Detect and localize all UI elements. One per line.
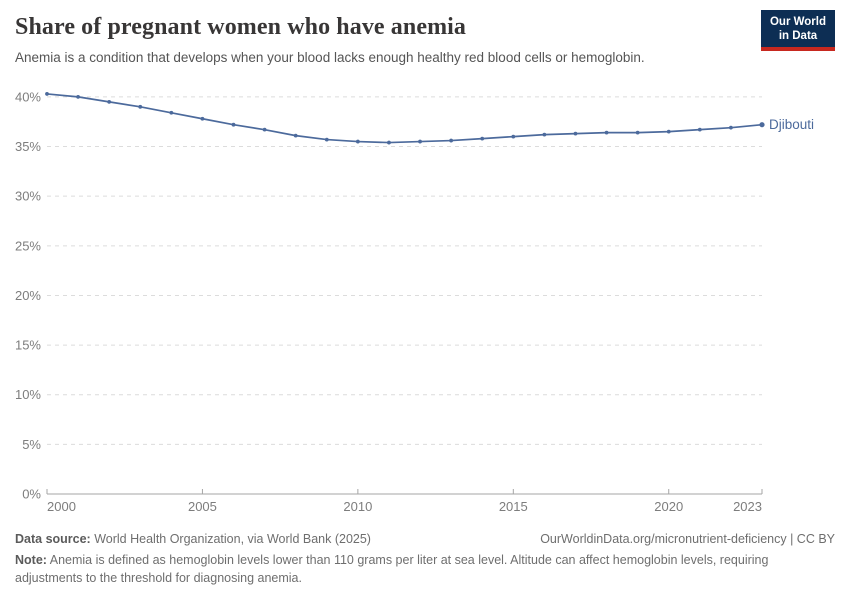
x-tick-label: 2020 (654, 499, 683, 514)
page-title: Share of pregnant women who have anemia (15, 14, 467, 40)
data-source: Data source: World Health Organization, … (15, 532, 371, 546)
data-point (542, 132, 547, 137)
x-tick-label: 2023 (733, 499, 762, 514)
y-tick-label: 5% (22, 437, 41, 452)
data-point (573, 131, 578, 136)
data-point (231, 122, 236, 127)
data-point (635, 130, 640, 135)
logo-line1: Our World (769, 16, 826, 28)
owid-citation-link[interactable]: OurWorldinData.org/micronutrient-deficie… (540, 532, 835, 546)
data-point (324, 137, 329, 142)
logo-line2: in Data (778, 30, 818, 42)
chart-footer: Data source: World Health Organization, … (15, 532, 835, 588)
y-tick-label: 0% (22, 487, 41, 502)
series-line[interactable] (46, 93, 763, 144)
data-point (449, 138, 454, 143)
owid-logo[interactable]: Our World in Data (761, 10, 835, 51)
data-point (76, 95, 80, 99)
data-point (200, 116, 205, 121)
data-point (418, 139, 422, 144)
data-point (729, 125, 733, 130)
data-point (511, 134, 516, 139)
data-point (387, 140, 391, 145)
y-tick-label: 40% (15, 89, 41, 104)
data-point (293, 133, 298, 138)
y-tick-label: 15% (15, 338, 41, 353)
chart-note: Note: Anemia is defined as hemoglobin le… (15, 552, 835, 588)
data-point (759, 122, 765, 128)
y-tick-label: 20% (15, 288, 41, 303)
data-point (604, 130, 609, 135)
data-point (169, 110, 174, 115)
y-tick-label: 10% (15, 387, 41, 402)
x-tick-label: 2000 (47, 499, 76, 514)
data-point (480, 136, 485, 141)
x-tick-label: 2015 (499, 499, 528, 514)
entity-label[interactable]: Djibouti (769, 117, 814, 132)
y-tick-label: 25% (15, 238, 41, 253)
chart-subtitle: Anemia is a condition that develops when… (15, 50, 645, 65)
y-tick-label: 35% (15, 139, 41, 154)
data-point (107, 99, 112, 104)
series-djibouti[interactable] (45, 92, 765, 145)
data-point (666, 129, 671, 134)
x-tick-label: 2005 (188, 499, 217, 514)
chart-header: Share of pregnant women who have anemia … (15, 10, 835, 65)
note-text: Anemia is defined as hemoglobin levels l… (15, 553, 769, 585)
data-point (697, 127, 702, 132)
data-point (45, 92, 49, 96)
data-point (355, 139, 360, 144)
x-tick-label: 2010 (343, 499, 372, 514)
data-point (262, 127, 267, 132)
note-label: Note: (15, 553, 47, 567)
data-point (138, 104, 143, 109)
data-source-text: World Health Organization, via World Ban… (94, 532, 371, 546)
data-source-label: Data source: (15, 532, 91, 546)
y-tick-label: 30% (15, 189, 41, 204)
